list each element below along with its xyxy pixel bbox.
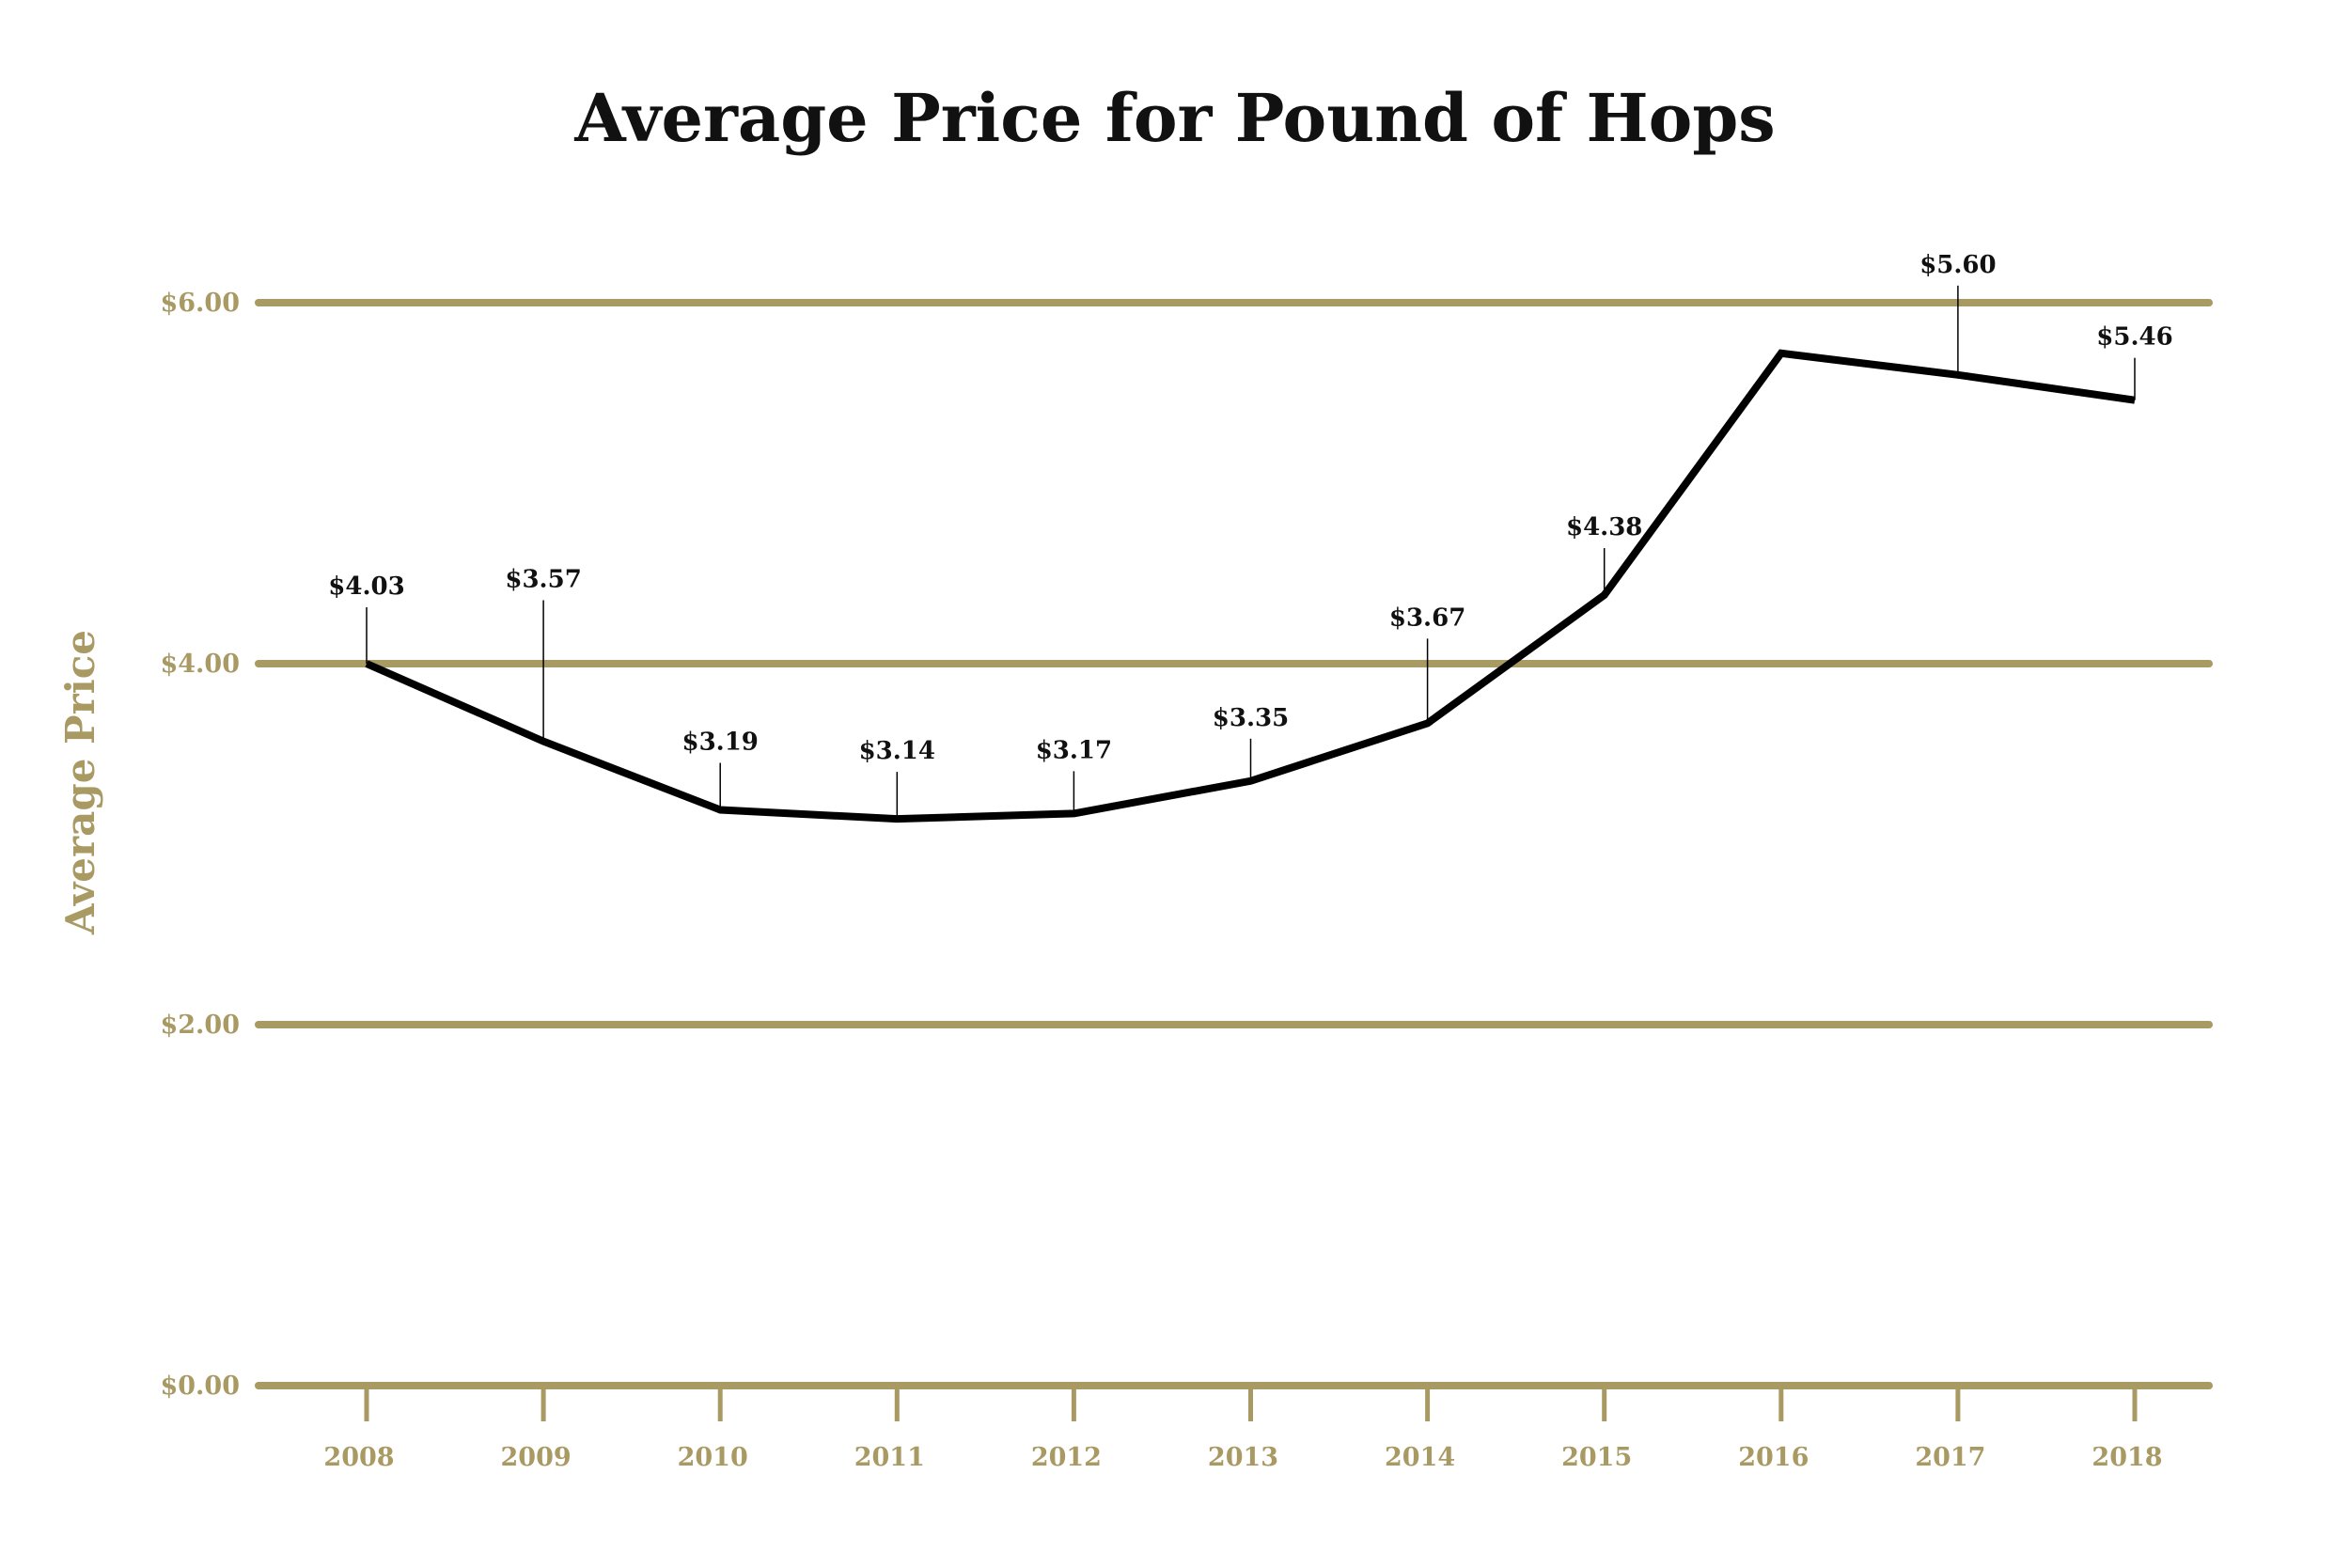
y-tick-label: $6.00 [160,289,240,318]
x-tick-label: 2008 [323,1443,394,1472]
x-axis-ticks: 2008 2009 2010 2011 2012 2013 2014 2015 2016 2017… [323,1386,2163,1472]
data-label: $3.14 [859,737,935,765]
gridlines [255,299,2213,1389]
data-label: $3.35 [1213,704,1289,732]
data-label: $4.03 [328,572,404,601]
x-tick-label: 2014 [1385,1443,1455,1472]
data-label: $3.67 [1389,604,1465,632]
data-label: $3.17 [1036,736,1112,764]
data-label-leaders [366,285,2136,820]
y-tick-label: $0.00 [160,1372,240,1401]
data-label: $3.19 [682,729,758,757]
y-axis-ticks: $0.00 $2.00 $4.00 $6.00 [160,289,240,1401]
chart-title: Average Price for Pound of Hops [573,79,1775,157]
y-tick-label: $2.00 [160,1011,240,1040]
x-tick-label: 2012 [1031,1443,1102,1472]
data-label: $3.57 [505,566,581,594]
data-label: $4.38 [1566,513,1642,541]
x-tick-label: 2017 [1915,1443,1985,1472]
x-tick-label: 2011 [854,1443,925,1472]
x-tick-label: 2013 [1208,1443,1278,1472]
data-label: $5.60 [1919,251,1996,279]
y-tick-label: $4.00 [160,650,240,679]
x-tick-label: 2018 [2092,1443,2162,1472]
x-tick-label: 2010 [678,1443,748,1472]
x-tick-label: 2015 [1561,1443,1632,1472]
x-tick-label: 2016 [1738,1443,1809,1472]
data-label: $5.46 [2096,323,2172,352]
data-labels: $4.03 $3.57 $3.19 $3.14 $3.17 $3.35 $3.67 $4.38… [328,251,2172,765]
x-tick-label: 2009 [501,1443,572,1472]
y-axis-label: Average Price [57,630,103,935]
series-line-group [365,349,2136,823]
